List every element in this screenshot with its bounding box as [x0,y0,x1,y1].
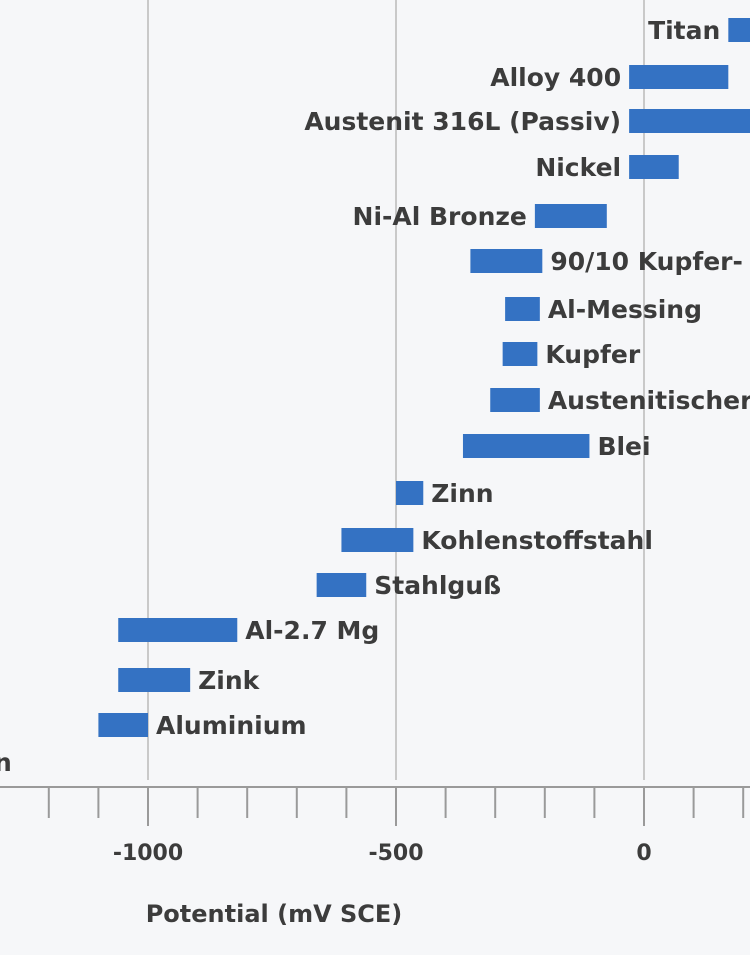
bars [98,18,750,737]
x-tick-label: -1000 [113,841,183,866]
bar [341,528,414,552]
bar-label: Titan [648,16,720,45]
bar [470,249,543,273]
bar-label: Kupfer [545,340,640,369]
bar [316,573,367,597]
bar-label: Aluminium [156,711,307,740]
bar [118,618,238,642]
bar [118,668,191,692]
bar-label: Austenitischer [548,386,750,415]
bar [629,109,750,133]
bar-label: n [0,748,12,777]
x-tick-label: -500 [368,841,423,866]
bar-label: Nickel [535,153,621,182]
bar [728,18,750,42]
bar-label: Zink [198,666,260,695]
bar [490,388,540,412]
x-axis: -1000 -500 0 [0,786,750,866]
bar [98,713,148,737]
bar-label: Al-Messing [548,295,702,324]
bar-label: Zinn [431,479,493,508]
bar-label: 90/10 Kupfer- [550,247,743,276]
bar-label: Blei [597,432,650,461]
bar-label: Ni-Al Bronze [353,202,527,231]
bar-labels: Titan Alloy 400 Austenit 316L (Passiv) Nick… [0,16,750,777]
bar [396,481,424,505]
bar [534,204,607,228]
bar [502,342,538,366]
bar-label: Al-2.7 Mg [245,616,379,645]
bar-label: Kohlenstoffstahl [421,526,653,555]
x-axis-title: Potential (mV SCE) [146,900,403,928]
bar [505,297,540,321]
bar-label: Stahlguß [374,571,501,600]
bar-label: Alloy 400 [490,63,621,92]
bar [629,65,729,89]
bar [462,434,590,458]
x-tick-label: 0 [636,841,651,866]
bar-label: Austenit 316L (Passiv) [304,107,621,136]
bar [629,155,679,179]
